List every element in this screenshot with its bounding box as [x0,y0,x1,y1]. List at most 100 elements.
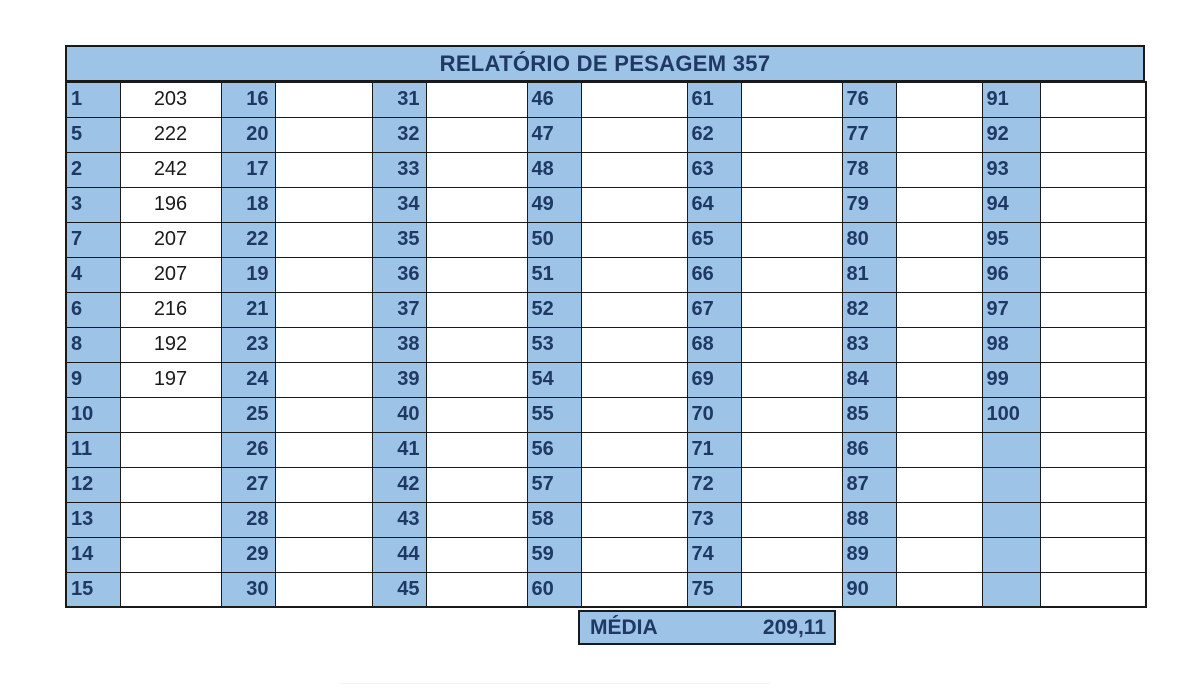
weight-value-cell[interactable]: 207 [119,221,222,258]
weight-value-cell[interactable] [1039,186,1147,223]
weight-value-cell[interactable] [580,501,688,538]
weight-value-cell[interactable] [740,221,843,258]
weight-value-cell[interactable] [274,466,373,503]
weight-value-cell[interactable] [895,536,983,573]
weight-value-cell[interactable] [895,186,983,223]
weight-value-cell[interactable] [740,256,843,293]
weight-value-cell[interactable] [740,571,843,608]
weight-value-cell[interactable] [1039,396,1147,433]
weight-value-cell[interactable] [740,151,843,188]
weight-value-cell[interactable] [274,256,373,293]
weight-value-cell[interactable] [740,536,843,573]
weight-value-cell[interactable] [895,291,983,328]
weight-value-cell[interactable] [580,151,688,188]
weight-value-cell[interactable] [895,81,983,118]
weight-value-cell[interactable] [895,151,983,188]
weight-value-cell[interactable] [425,361,528,398]
weight-value-cell[interactable] [580,291,688,328]
weight-value-cell[interactable] [1039,571,1147,608]
weight-value-cell[interactable] [274,361,373,398]
weight-value-cell[interactable]: 242 [119,151,222,188]
weight-value-cell[interactable] [425,466,528,503]
weight-value-cell[interactable] [740,81,843,118]
weight-value-cell[interactable]: 207 [119,256,222,293]
weight-value-cell[interactable] [1039,361,1147,398]
weight-value-cell[interactable] [425,396,528,433]
weight-value-cell[interactable] [425,571,528,608]
weight-value-cell[interactable] [740,501,843,538]
weight-value-cell[interactable] [425,291,528,328]
weight-value-cell[interactable] [740,396,843,433]
weight-value-cell[interactable] [740,326,843,363]
weight-value-cell[interactable] [425,186,528,223]
weight-value-cell[interactable] [895,431,983,468]
weight-value-cell[interactable] [1039,466,1147,503]
weight-value-cell[interactable]: 216 [119,291,222,328]
weight-value-cell[interactable] [425,81,528,118]
weight-value-cell[interactable] [1039,291,1147,328]
weight-value-cell[interactable] [274,501,373,538]
weight-value-cell[interactable] [274,291,373,328]
weight-value-cell[interactable] [274,326,373,363]
weight-value-cell[interactable]: 192 [119,326,222,363]
weight-value-cell[interactable] [1039,81,1147,118]
weight-value-cell[interactable] [895,361,983,398]
weight-value-cell[interactable] [740,431,843,468]
weight-value-cell[interactable] [1039,116,1147,153]
weight-value-cell[interactable] [119,431,222,468]
weight-value-cell[interactable] [740,291,843,328]
weight-value-cell[interactable] [580,571,688,608]
weight-value-cell[interactable] [274,221,373,258]
weight-value-cell[interactable] [1039,326,1147,363]
weight-value-cell[interactable] [895,326,983,363]
weight-value-cell[interactable] [580,116,688,153]
weight-value-cell[interactable] [580,361,688,398]
weight-value-cell[interactable] [425,151,528,188]
weight-value-cell[interactable] [895,466,983,503]
weight-value-cell[interactable] [425,221,528,258]
weight-value-cell[interactable] [274,536,373,573]
weight-value-cell[interactable] [580,221,688,258]
weight-value-cell[interactable] [895,221,983,258]
weight-value-cell[interactable] [580,81,688,118]
weight-value-cell[interactable] [274,116,373,153]
weight-value-cell[interactable] [895,396,983,433]
weight-value-cell[interactable] [425,256,528,293]
weight-value-cell[interactable] [274,571,373,608]
weight-value-cell[interactable]: 196 [119,186,222,223]
weight-value-cell[interactable] [1039,501,1147,538]
weight-value-cell[interactable] [580,186,688,223]
weight-value-cell[interactable] [895,571,983,608]
weight-value-cell[interactable] [425,326,528,363]
weight-value-cell[interactable]: 197 [119,361,222,398]
weight-value-cell[interactable] [1039,256,1147,293]
weight-value-cell[interactable] [740,466,843,503]
weight-value-cell[interactable] [425,501,528,538]
weight-value-cell[interactable] [895,501,983,538]
weight-value-cell[interactable] [119,536,222,573]
weight-value-cell[interactable] [274,186,373,223]
weight-value-cell[interactable] [580,396,688,433]
weight-value-cell[interactable] [740,361,843,398]
weight-value-cell[interactable] [425,431,528,468]
weight-value-cell[interactable] [580,256,688,293]
weight-value-cell[interactable] [580,326,688,363]
weight-value-cell[interactable] [274,81,373,118]
weight-value-cell[interactable] [580,466,688,503]
weight-value-cell[interactable] [580,431,688,468]
weight-value-cell[interactable] [119,501,222,538]
weight-value-cell[interactable] [425,536,528,573]
weight-value-cell[interactable] [740,186,843,223]
weight-value-cell[interactable] [1039,431,1147,468]
weight-value-cell[interactable] [274,431,373,468]
weight-value-cell[interactable] [1039,536,1147,573]
weight-value-cell[interactable] [425,116,528,153]
weight-value-cell[interactable] [895,256,983,293]
weight-value-cell[interactable]: 203 [119,81,222,118]
weight-value-cell[interactable] [119,571,222,608]
weight-value-cell[interactable] [580,536,688,573]
weight-value-cell[interactable] [895,116,983,153]
weight-value-cell[interactable] [119,396,222,433]
weight-value-cell[interactable]: 222 [119,116,222,153]
weight-value-cell[interactable] [274,151,373,188]
